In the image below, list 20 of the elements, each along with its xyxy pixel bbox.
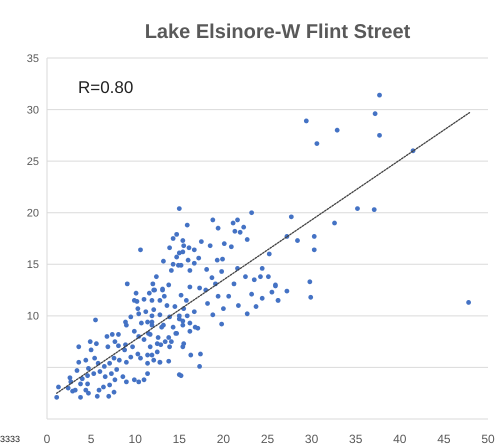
x-tick-label: 0 (44, 432, 51, 446)
y-tick-label: 20 (26, 208, 39, 220)
chart-title: Lake Elsinore-W Flint Street (144, 21, 411, 43)
x-tick-label: 25 (260, 432, 274, 446)
x-tick-label: 5 (88, 432, 95, 446)
y-tick-label: 35 (26, 52, 39, 65)
x-tick-label: 35 (349, 432, 363, 446)
x-tick-label: 50 (481, 432, 495, 446)
y-tick-label: 10 (26, 310, 39, 323)
x-tick-label: 40 (393, 432, 407, 446)
x-tick-label: 30 (304, 432, 319, 446)
y-tick-label: 30 (26, 104, 39, 116)
x-tick-label: 20 (216, 432, 230, 446)
annotation: R=0.80 (78, 78, 134, 97)
text: 3333 (0, 434, 20, 444)
x-tick-label: 10 (128, 432, 142, 446)
x-tick-label: 45 (437, 432, 451, 446)
y-tick-label: 15 (26, 259, 39, 272)
y-tick-label: 25 (26, 156, 39, 168)
x-tick-label: 15 (172, 432, 186, 446)
